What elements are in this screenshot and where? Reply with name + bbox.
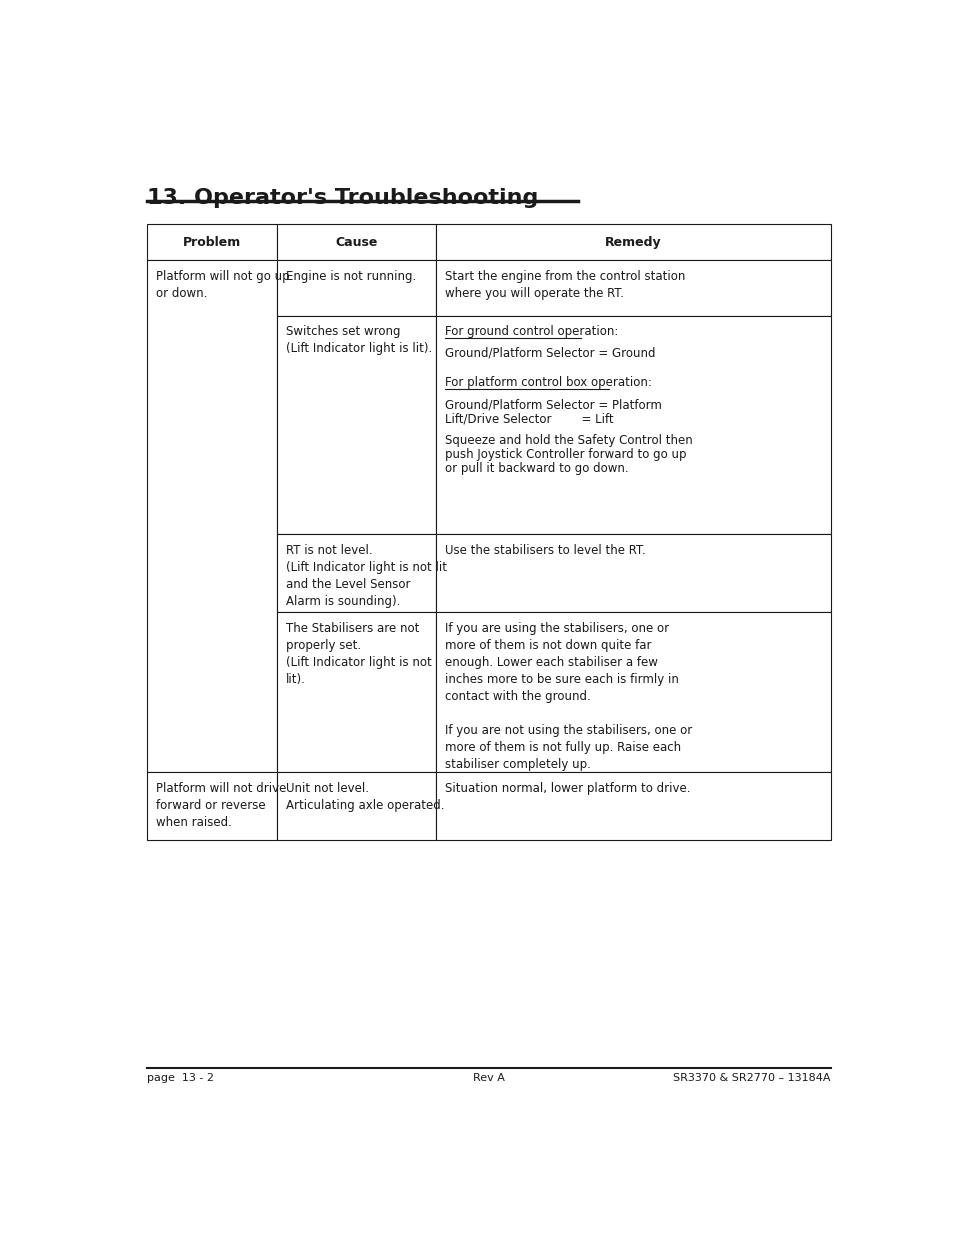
- Text: If you are using the stabilisers, one or
more of them is not down quite far
enou: If you are using the stabilisers, one or…: [444, 621, 691, 771]
- Bar: [276, 613, 436, 772]
- Text: push Joystick Controller forward to go up: push Joystick Controller forward to go u…: [444, 448, 685, 461]
- Text: or pull it backward to go down.: or pull it backward to go down.: [444, 462, 627, 475]
- Bar: [147, 772, 276, 841]
- Text: Situation normal, lower platform to drive.: Situation normal, lower platform to driv…: [444, 782, 689, 794]
- Text: For ground control operation:: For ground control operation:: [444, 325, 618, 338]
- Bar: [436, 225, 830, 261]
- Bar: [276, 316, 436, 535]
- Bar: [276, 225, 436, 261]
- Text: Ground/Platform Selector = Platform: Ground/Platform Selector = Platform: [444, 398, 660, 411]
- Text: Lift/Drive Selector        = Lift: Lift/Drive Selector = Lift: [444, 412, 613, 425]
- Bar: [436, 316, 830, 535]
- Text: For platform control box operation:: For platform control box operation:: [444, 377, 651, 389]
- Text: Engine is not running.: Engine is not running.: [285, 270, 416, 283]
- Bar: [276, 535, 436, 613]
- Text: page  13 - 2: page 13 - 2: [147, 1073, 214, 1083]
- Bar: [436, 261, 830, 316]
- Text: RT is not level.
(Lift Indicator light is not lit
and the Level Sensor
Alarm is : RT is not level. (Lift Indicator light i…: [285, 543, 446, 608]
- Bar: [276, 772, 436, 841]
- Text: 13. Operator's Troubleshooting: 13. Operator's Troubleshooting: [147, 188, 538, 209]
- Bar: [436, 535, 830, 613]
- Text: SR3370 & SR2770 – 13184A: SR3370 & SR2770 – 13184A: [672, 1073, 830, 1083]
- Text: Use the stabilisers to level the RT.: Use the stabilisers to level the RT.: [444, 543, 644, 557]
- Text: Platform will not drive
forward or reverse
when raised.: Platform will not drive forward or rever…: [156, 782, 286, 829]
- Bar: [147, 261, 276, 772]
- Text: Rev A: Rev A: [473, 1073, 504, 1083]
- Text: Cause: Cause: [335, 236, 377, 248]
- Bar: [436, 613, 830, 772]
- Bar: [147, 225, 276, 261]
- Text: The Stabilisers are not
properly set.
(Lift Indicator light is not
lit).: The Stabilisers are not properly set. (L…: [285, 621, 431, 685]
- Text: Squeeze and hold the Safety Control then: Squeeze and hold the Safety Control then: [444, 435, 692, 447]
- Bar: [276, 261, 436, 316]
- Text: Start the engine from the control station
where you will operate the RT.: Start the engine from the control statio…: [444, 270, 684, 300]
- Text: Problem: Problem: [183, 236, 241, 248]
- Text: Unit not level.
Articulating axle operated.: Unit not level. Articulating axle operat…: [285, 782, 444, 811]
- Text: Switches set wrong
(Lift Indicator light is lit).: Switches set wrong (Lift Indicator light…: [285, 325, 432, 356]
- Text: Platform will not go up
or down.: Platform will not go up or down.: [156, 270, 290, 300]
- Text: Ground/Platform Selector = Ground: Ground/Platform Selector = Ground: [444, 347, 655, 359]
- Bar: [436, 772, 830, 841]
- Text: Remedy: Remedy: [604, 236, 660, 248]
